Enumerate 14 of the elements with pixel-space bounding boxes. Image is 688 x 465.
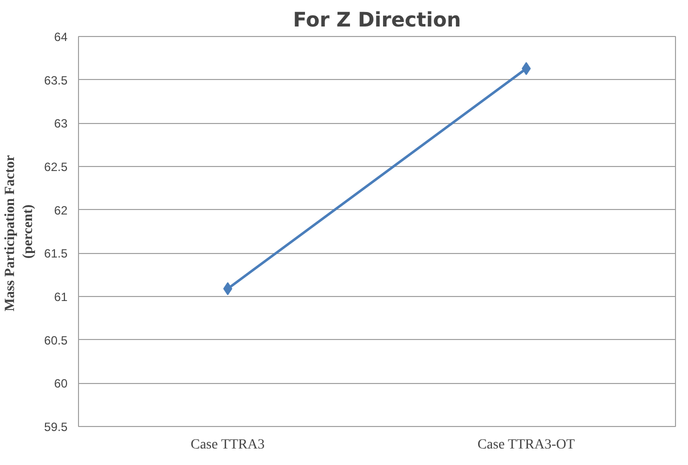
y-tick-label: 61.5 (44, 246, 68, 261)
chart-title: For Z Direction (292, 8, 462, 32)
y-tick-label: 62.5 (44, 160, 68, 174)
y-tick-label: 63 (54, 116, 68, 131)
y-tick-label: 62 (54, 203, 68, 218)
y-tick-label: 59.5 (44, 420, 68, 434)
y-tick-label: 64 (54, 30, 68, 44)
y-tick-label: 60 (54, 376, 68, 391)
y-tick-label: 60.5 (44, 333, 68, 348)
y-axis-title: Mass Participation Factor (percent) (3, 155, 36, 312)
y-tick-label: 63.5 (44, 73, 68, 88)
x-tick-label: Case TTRA3-OT (477, 438, 576, 452)
x-tick-label: Case TTRA3 (190, 438, 265, 452)
y-tick-label: 61 (54, 290, 68, 304)
